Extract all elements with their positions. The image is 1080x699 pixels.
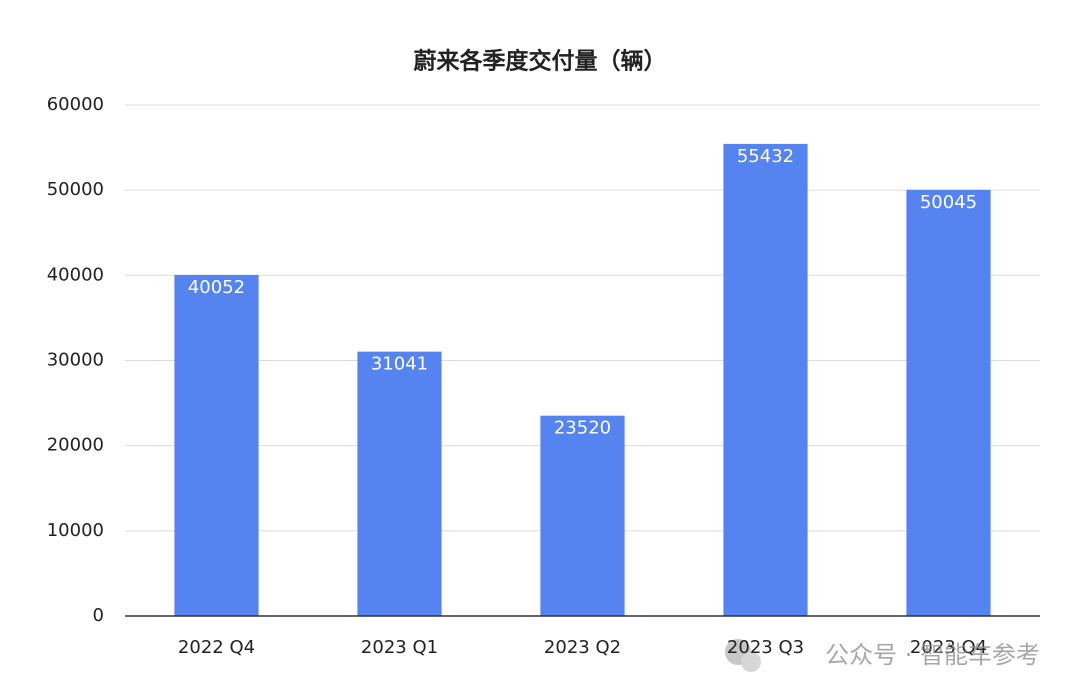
x-tick-label: 2023 Q1	[361, 637, 438, 658]
bar	[906, 189, 991, 616]
bar	[540, 415, 625, 616]
bar	[357, 351, 442, 616]
value-label: 31041	[371, 354, 428, 375]
bar	[723, 143, 808, 617]
chart-title: 蔚来各季度交付量（辆）	[414, 48, 667, 75]
bar	[174, 274, 259, 616]
y-tick-label: 30000	[47, 350, 104, 371]
value-label: 40052	[188, 277, 245, 298]
value-label: 23520	[554, 418, 611, 439]
x-tick-label: 2023 Q4	[910, 637, 987, 658]
value-label: 50045	[920, 192, 977, 213]
y-tick-label: 40000	[47, 264, 104, 285]
watermark: 公众号 · 智能车参考	[825, 641, 1040, 669]
y-tick-label: 50000	[47, 179, 104, 200]
x-tick-label: 2023 Q3	[727, 637, 804, 658]
y-tick-label: 0	[93, 605, 104, 626]
y-tick-label: 20000	[47, 435, 104, 456]
x-tick-label: 2022 Q4	[178, 637, 255, 658]
x-tick-label: 2023 Q2	[544, 637, 621, 658]
watermark-icon	[725, 639, 761, 672]
y-tick-label: 60000	[47, 94, 104, 115]
y-tick-label: 10000	[47, 520, 104, 541]
value-label: 55432	[737, 146, 794, 167]
